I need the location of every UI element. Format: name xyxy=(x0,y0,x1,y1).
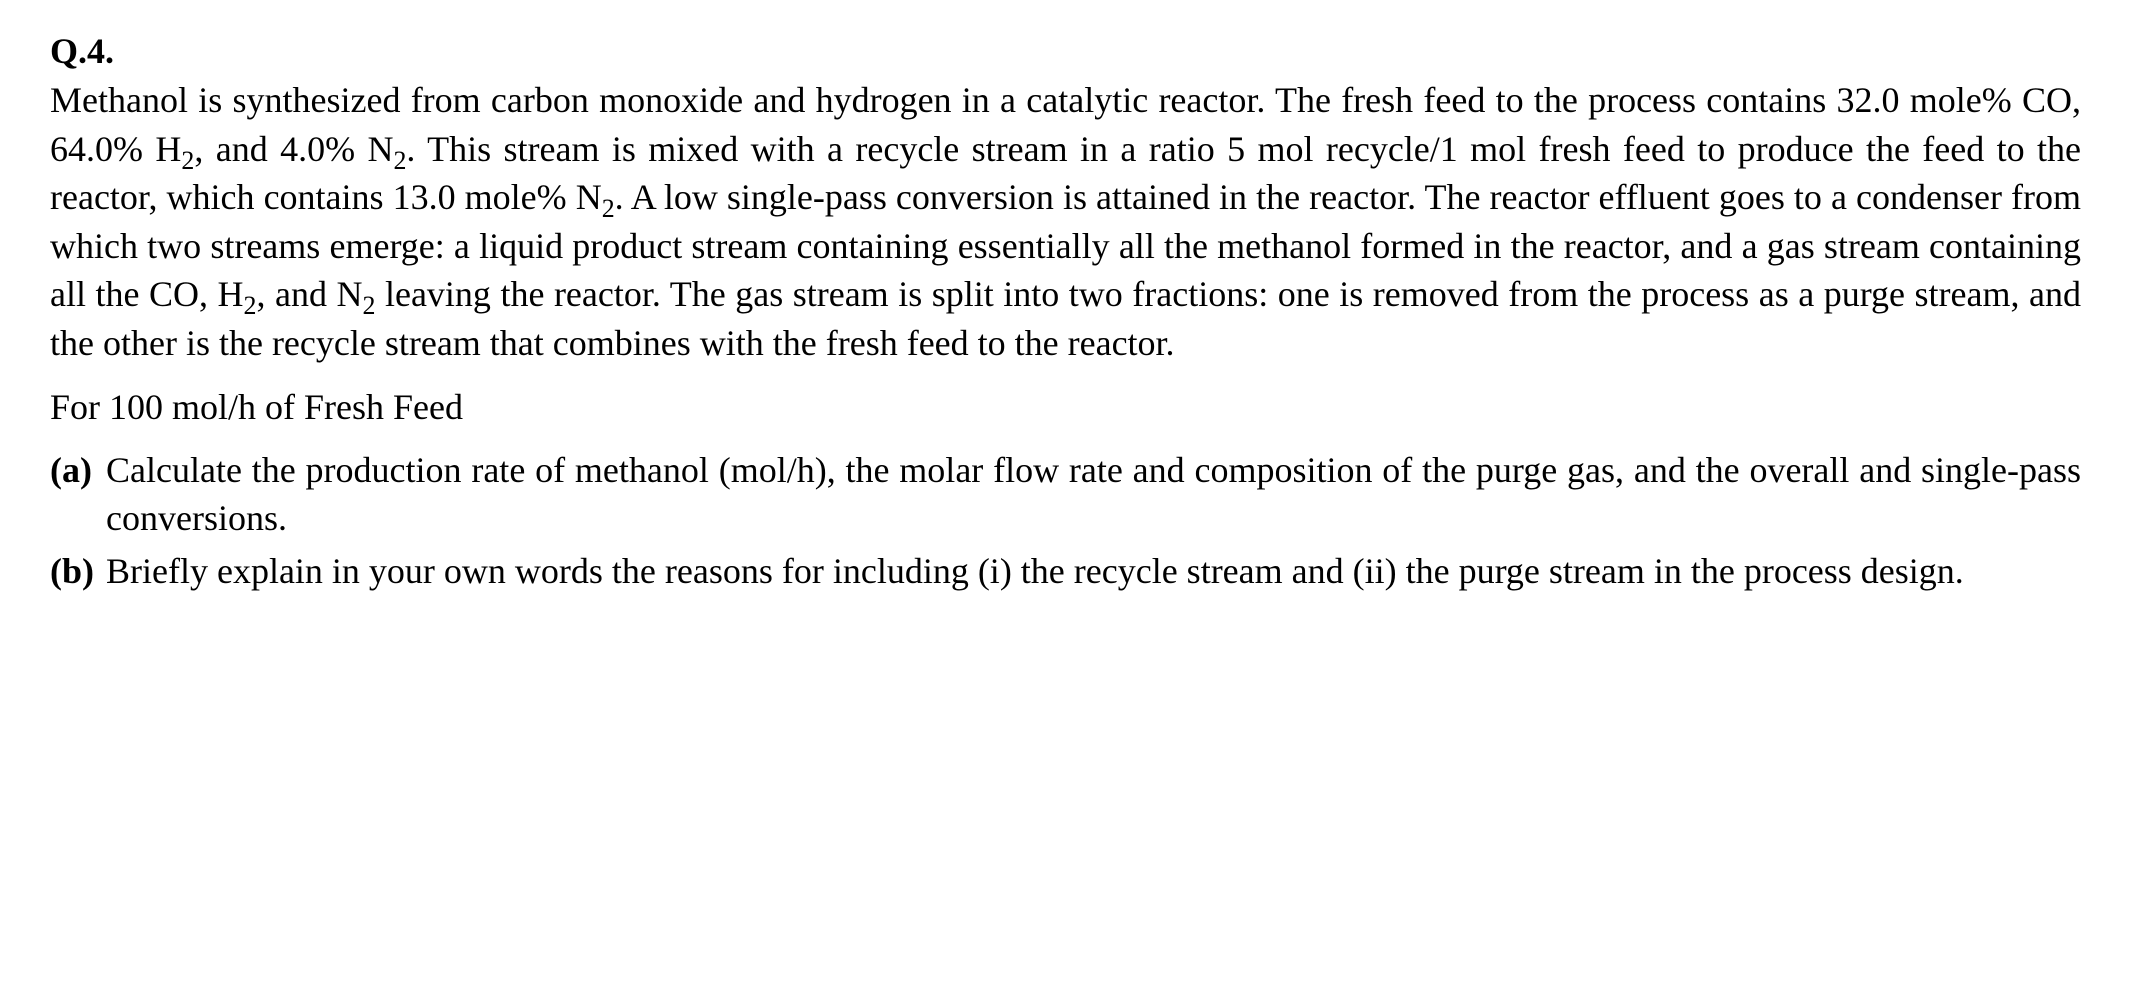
sub-part-b: (b) Briefly explain in your own words th… xyxy=(50,547,2081,596)
sub-part-label: (a) xyxy=(50,446,106,543)
sub-part-text: Calculate the production rate of methano… xyxy=(106,446,2081,543)
question-body: Methanol is synthesized from carbon mono… xyxy=(50,76,2081,368)
sub-part-text: Briefly explain in your own words the re… xyxy=(106,547,2081,596)
question-header: Q.4. xyxy=(50,30,2081,72)
question-basis: For 100 mol/h of Fresh Feed xyxy=(50,386,2081,428)
sub-part-a: (a) Calculate the production rate of met… xyxy=(50,446,2081,543)
sub-part-label: (b) xyxy=(50,547,106,596)
